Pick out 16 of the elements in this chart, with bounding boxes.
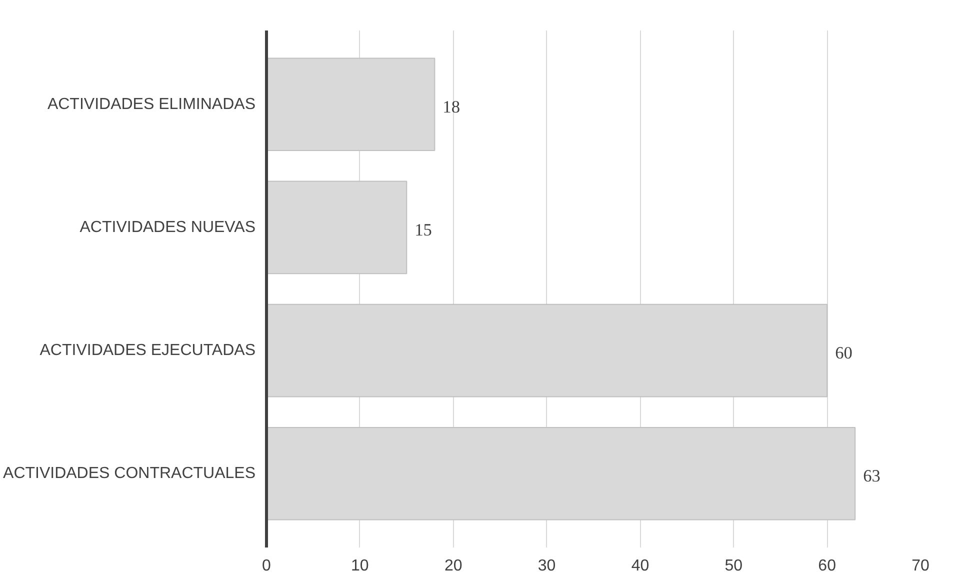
data-label: 15 <box>414 220 432 240</box>
x-tick-label: 20 <box>444 558 462 574</box>
data-label: 63 <box>863 466 880 486</box>
data-label: 18 <box>442 97 460 116</box>
x-tick-label: 30 <box>538 558 556 574</box>
x-tick-label: 50 <box>724 558 743 574</box>
y-tick-label: ACTIVIDADES ELIMINADAS <box>47 96 256 113</box>
y-tick-label: ACTIVIDADES CONTRACTUALES <box>3 465 256 482</box>
x-tick-label: 60 <box>818 558 836 574</box>
x-tick-label: 40 <box>631 558 650 574</box>
y-tick-label: ACTIVIDADES NUEVAS <box>80 218 256 236</box>
x-tick-label: 10 <box>351 558 369 574</box>
y-tick-label: ACTIVIDADES EJECUTADAS <box>40 342 256 360</box>
x-tick-label: 0 <box>262 558 272 574</box>
x-tick-label: 70 <box>912 558 930 574</box>
data-label: 60 <box>835 344 852 363</box>
